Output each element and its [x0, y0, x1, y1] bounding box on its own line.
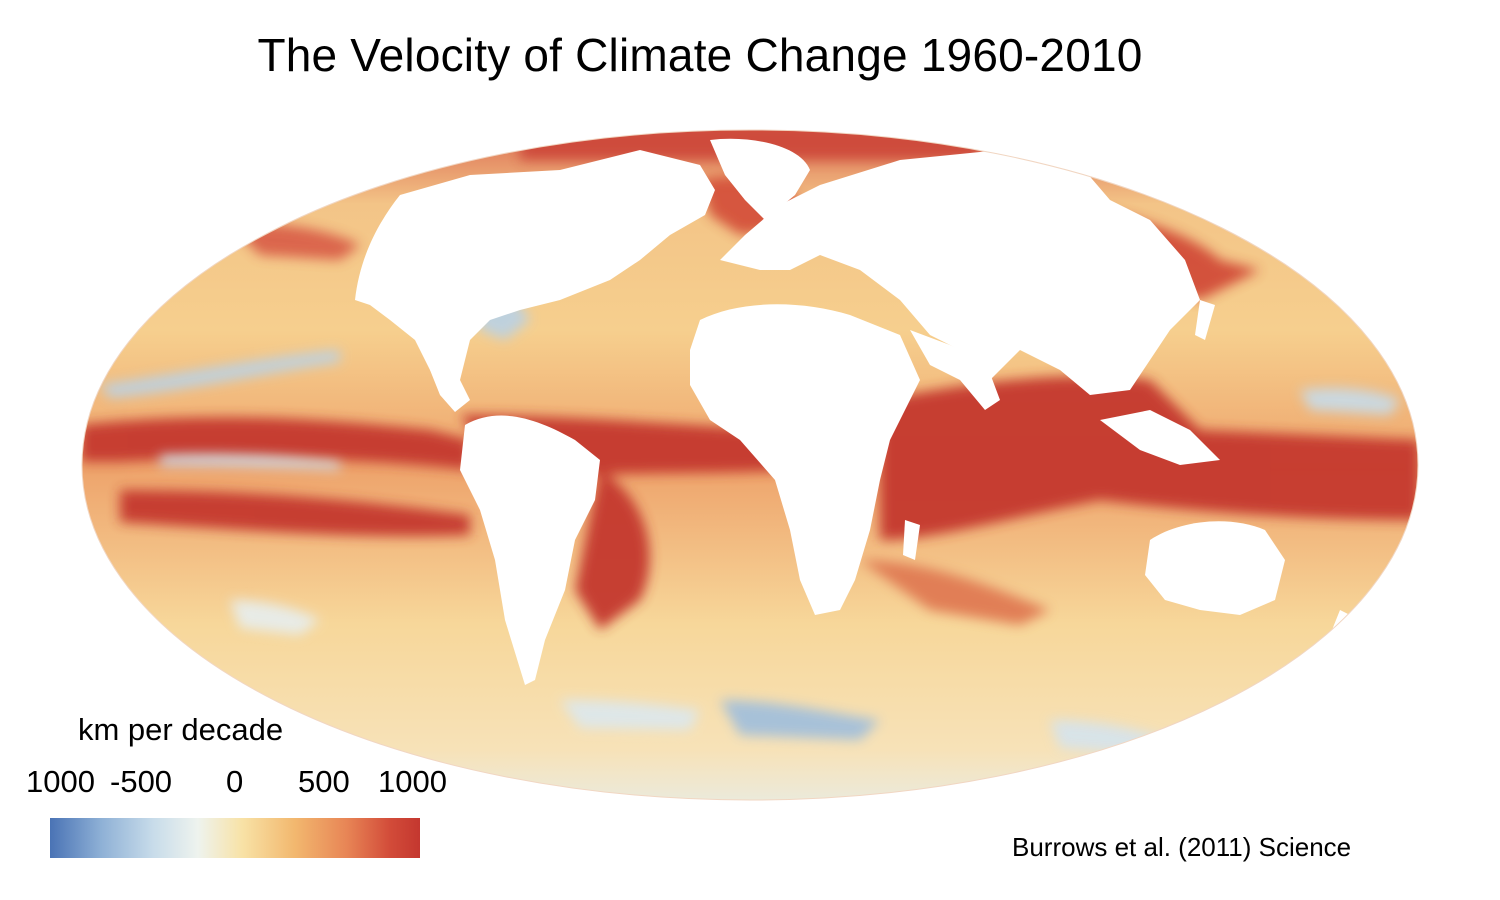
madagascar: [903, 520, 920, 560]
globe-outline: [81, 129, 1419, 801]
land-masses: [355, 138, 1350, 685]
legend-tick-label: -500: [110, 764, 173, 799]
legend-title: km per decade: [78, 712, 284, 747]
cool-zones: [100, 296, 1400, 755]
greenland: [710, 138, 810, 220]
japan: [1195, 300, 1215, 340]
africa: [690, 304, 920, 615]
legend-tick-label: 0: [226, 764, 244, 799]
map-title: The Velocity of Climate Change 1960-2010: [257, 29, 1143, 81]
north-america: [355, 150, 715, 395]
eurasia: [720, 150, 1200, 395]
southeast-asia-islands: [1100, 410, 1220, 465]
south-america: [460, 415, 600, 685]
arabia-india: [910, 330, 1000, 410]
legend-color-bar: [50, 818, 420, 858]
legend-tick-label: 1000: [26, 764, 95, 799]
legend-tick-label: 1000: [378, 764, 447, 799]
source-credit: Burrows et al. (2011) Science: [1012, 832, 1352, 862]
australia: [1145, 521, 1285, 615]
central-america: [430, 370, 470, 412]
legend-ticks: 1000 -500 0 500 1000: [0, 764, 470, 804]
legend-tick-label: 500: [298, 764, 350, 799]
